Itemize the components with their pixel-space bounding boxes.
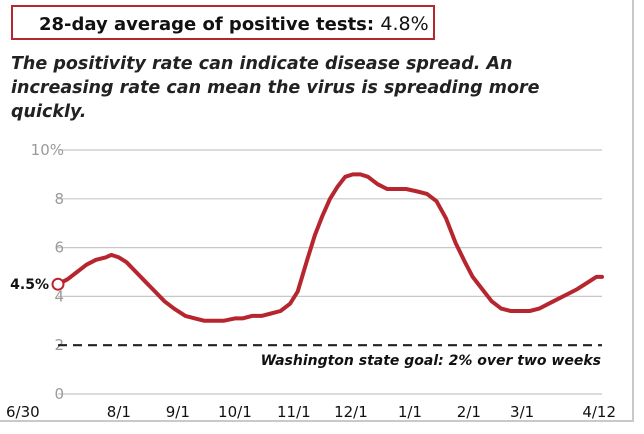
headline: 28-day average of positive tests: 4.8% <box>39 13 429 35</box>
x-tick-label: 3/1 <box>510 403 534 421</box>
x-tick-label: 1/1 <box>398 403 422 421</box>
y-tick-label: 10% <box>31 141 64 159</box>
start-point-marker <box>51 277 65 291</box>
start-value-label: 4.5% <box>10 277 49 293</box>
x-tick-label: 4/12 <box>582 403 616 421</box>
x-tick-label: 10/1 <box>218 403 252 421</box>
y-tick-label: 8 <box>54 190 64 208</box>
goal-line-group: Washington state goal: 2% over two weeks <box>58 344 602 369</box>
series-group: 4.5% <box>10 172 604 323</box>
series-line <box>56 172 604 323</box>
x-axis-ticks: 6/30 8/1 9/1 10/1 11/1 12/1 1/1 2/1 3/1 4/12 <box>6 403 616 421</box>
y-tick-label: 0 <box>54 385 64 403</box>
x-tick-label: 8/1 <box>107 403 131 421</box>
x-tick-label: 2/1 <box>457 403 481 421</box>
goal-label: Washington state goal: 2% over two weeks <box>261 353 601 369</box>
x-tick-label: 12/1 <box>334 403 368 421</box>
y-tick-label: 6 <box>54 239 64 257</box>
y-tick-label: 4 <box>54 287 64 305</box>
x-tick-label: 6/30 <box>6 403 40 421</box>
x-tick-label: 11/1 <box>277 403 311 421</box>
headline-box: 28-day average of positive tests: 4.8% <box>11 5 435 40</box>
chart-frame <box>0 0 634 422</box>
x-tick-label: 9/1 <box>166 403 190 421</box>
headline-value: 4.8% <box>380 13 429 35</box>
headline-label: 28-day average of positive tests: <box>39 14 375 35</box>
chart-subtitle: The positivity rate can indicate disease… <box>11 54 540 122</box>
